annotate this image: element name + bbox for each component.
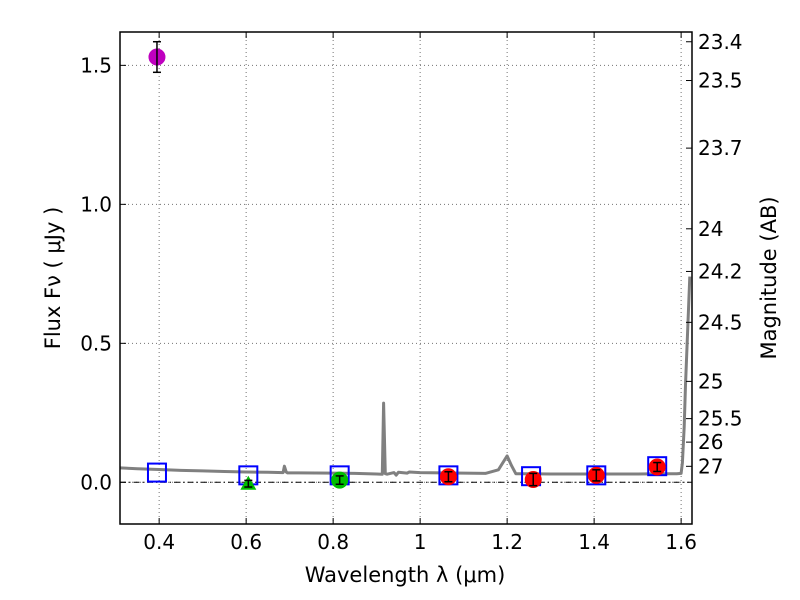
series-optical [240, 475, 257, 490]
series-optical-z [331, 471, 349, 489]
mag-tick-label: 26 [698, 430, 723, 454]
series-near-infrared [439, 458, 666, 489]
y2-axis-label: Magnitude (AB) [757, 196, 781, 359]
x-tick-label: 1.6 [665, 530, 697, 554]
y-tick-label: 0.5 [80, 331, 112, 355]
x-tick-label: 1.4 [578, 530, 610, 554]
y-tick-label: 1.5 [80, 53, 112, 77]
x-tick-label: 1.2 [491, 530, 523, 554]
x-tick-label: 0.4 [143, 530, 175, 554]
mag-tick-label: 24.2 [698, 259, 743, 283]
mag-tick-label: 25.5 [698, 407, 743, 431]
mag-tick-label: 25 [698, 369, 723, 393]
series-b-band-detection [148, 40, 166, 74]
grid [120, 32, 692, 524]
x-tick-label: 0.8 [317, 530, 349, 554]
mag-tick-label: 23.5 [698, 69, 743, 93]
model-square [146, 462, 167, 483]
y-axis-label: Flux Fν ( μJy ) [41, 207, 65, 350]
x-tick-label: 0.6 [230, 530, 262, 554]
model-square [586, 465, 607, 486]
x-tick-label: 1 [414, 530, 427, 554]
x-axis-label: Wavelength λ (μm) [305, 563, 506, 587]
data-layer [119, 40, 692, 490]
mag-tick-label: 23.7 [698, 136, 743, 160]
mag-tick-label: 24.5 [698, 310, 743, 334]
plot-frame [119, 31, 693, 525]
series-model-spectrum [119, 276, 692, 477]
ticks: 0.4 0.6 0.8 1 1.2 1.4 1.6 0.0 0.5 1.0 1.5 23.4 23.5 2… [80, 30, 742, 554]
mag-tick-label: 24 [698, 217, 723, 241]
mag-tick-label: 27 [698, 454, 723, 478]
spectrum-line [119, 276, 692, 477]
y-tick-label: 1.0 [80, 192, 112, 216]
y-tick-label: 0.0 [80, 470, 112, 494]
mag-tick-label: 23.4 [698, 30, 743, 54]
